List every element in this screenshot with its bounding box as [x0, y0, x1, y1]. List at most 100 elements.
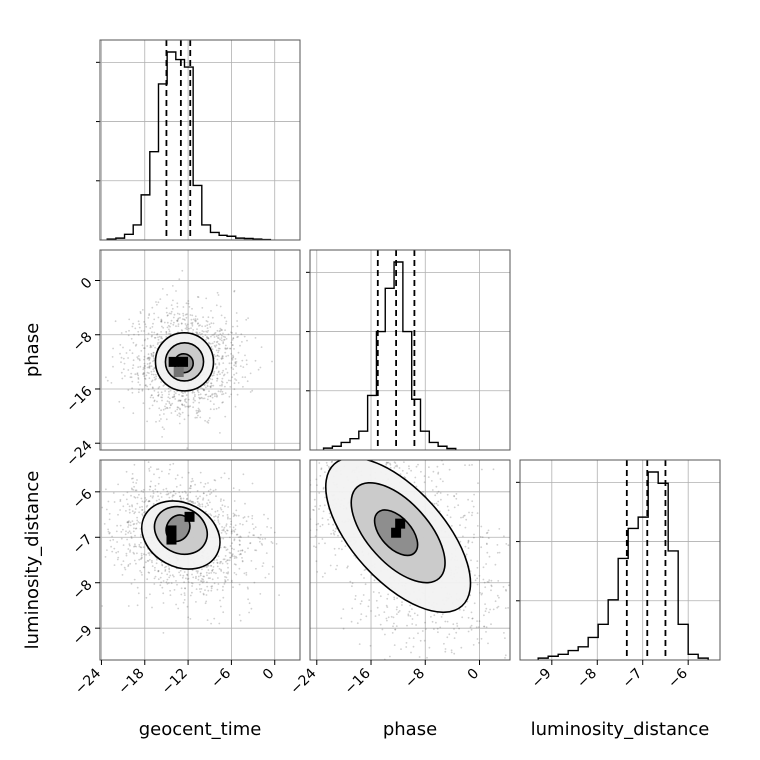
hist-step-line: [324, 262, 456, 450]
scatter-point: [235, 365, 237, 367]
scatter-point: [433, 614, 435, 616]
scatter-point: [183, 404, 185, 406]
scatter-point: [141, 455, 143, 457]
scatter-point: [476, 620, 478, 622]
scatter-point: [314, 506, 316, 508]
scatter-point: [481, 638, 483, 640]
scatter-point: [169, 464, 171, 466]
scatter-point: [188, 415, 190, 417]
scatter-point: [117, 514, 119, 516]
scatter-point: [236, 372, 238, 374]
scatter-point: [158, 578, 160, 580]
scatter-point: [163, 580, 165, 582]
scatter-point: [357, 420, 359, 422]
scatter-point: [191, 481, 193, 483]
scatter-point: [233, 291, 235, 293]
scatter-point: [157, 342, 159, 344]
scatter-point: [211, 394, 213, 396]
scatter-point: [222, 611, 224, 613]
scatter-point: [109, 540, 111, 542]
scatter-point: [149, 559, 151, 561]
scatter-point: [248, 441, 250, 443]
scatter-point: [179, 416, 181, 418]
scatter-point: [302, 399, 304, 401]
scatter-point: [398, 611, 400, 613]
scatter-point: [145, 326, 147, 328]
scatter-point: [274, 532, 276, 534]
scatter-point: [210, 515, 212, 517]
scatter-point: [387, 462, 389, 464]
scatter-point: [220, 389, 222, 391]
scatter-point: [255, 337, 257, 339]
scatter-point: [183, 581, 185, 583]
scatter-point: [142, 390, 144, 392]
scatter-point: [173, 394, 175, 396]
scatter-point: [208, 499, 210, 501]
scatter-point: [485, 608, 487, 610]
scatter-point: [206, 495, 208, 497]
scatter-point: [211, 570, 213, 572]
scatter-point: [155, 576, 157, 578]
scatter-point: [247, 317, 249, 319]
scatter-point: [346, 429, 348, 431]
scatter-point: [138, 320, 140, 322]
scatter-point: [182, 313, 184, 315]
scatter-point: [210, 572, 212, 574]
scatter-point: [200, 393, 202, 395]
scatter-point: [140, 534, 142, 536]
hist-bin: [125, 234, 134, 240]
scatter-point: [447, 621, 449, 623]
scatter-point: [213, 371, 215, 373]
scatter-point: [182, 412, 184, 414]
scatter-point: [136, 523, 138, 525]
scatter-point: [486, 626, 488, 628]
scatter-point: [137, 381, 139, 383]
hist-bin: [588, 637, 598, 660]
scatter-point: [151, 331, 153, 333]
scatter-point: [175, 580, 177, 582]
scatter-point: [223, 572, 225, 574]
scatter-point: [426, 657, 428, 659]
density-cell: [185, 512, 195, 522]
scatter-point: [448, 509, 450, 511]
scatter-point: [266, 398, 268, 400]
scatter-point: [371, 666, 373, 668]
scatter-point: [477, 512, 479, 514]
scatter-point: [267, 518, 269, 520]
scatter-point: [224, 386, 226, 388]
scatter-point: [197, 501, 199, 503]
scatter-point: [395, 465, 397, 467]
scatter-point: [293, 498, 295, 500]
scatter-point: [398, 447, 400, 449]
scatter-point: [517, 688, 519, 690]
scatter-point: [143, 330, 145, 332]
scatter-point: [345, 452, 347, 454]
scatter-point: [203, 389, 205, 391]
scatter-point: [522, 652, 524, 654]
scatter-point: [183, 498, 185, 500]
scatter-point: [471, 625, 473, 627]
scatter-point: [198, 394, 200, 396]
scatter-point: [114, 564, 116, 566]
scatter-point: [273, 420, 275, 422]
scatter-point: [459, 609, 461, 611]
scatter-point: [199, 417, 201, 419]
scatter-point: [222, 391, 224, 393]
scatter-point: [476, 560, 478, 562]
scatter-point: [478, 642, 480, 644]
scatter-point: [138, 323, 140, 325]
scatter-point: [141, 490, 143, 492]
scatter-point: [177, 474, 179, 476]
scatter-point: [216, 344, 218, 346]
scatter-point: [162, 327, 164, 329]
scatter-point: [212, 385, 214, 387]
scatter-point: [529, 556, 531, 558]
scatter-point: [224, 527, 226, 529]
scatter-point: [169, 330, 171, 332]
scatter-point: [159, 420, 161, 422]
scatter-point: [311, 445, 313, 447]
scatter-point: [133, 342, 135, 344]
scatter-point: [181, 330, 183, 332]
scatter-point: [155, 421, 157, 423]
scatter-point: [233, 540, 235, 542]
